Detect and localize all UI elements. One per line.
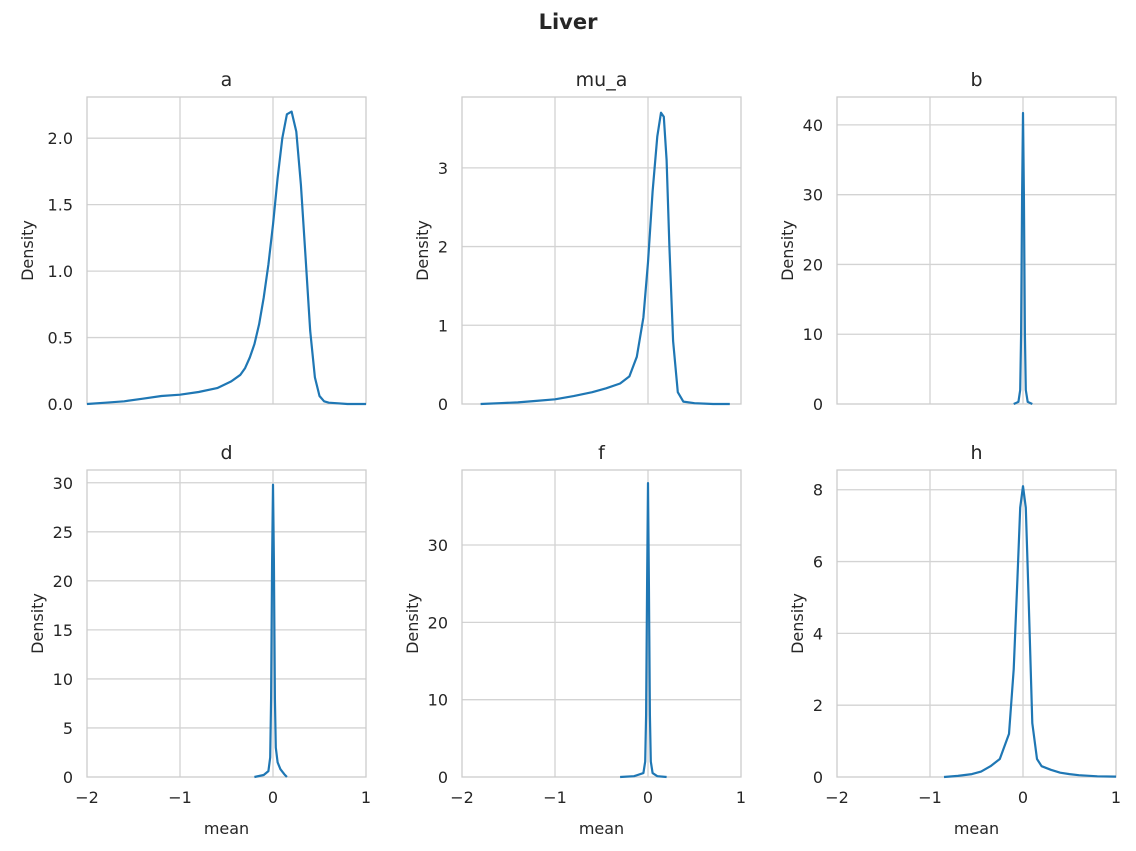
y-axis-label: Density [788, 593, 807, 654]
y-tick-label: 0.5 [48, 329, 73, 348]
y-axis-label: Density [28, 593, 47, 654]
x-tick-label: 0 [268, 788, 278, 807]
subplot-title: f [598, 442, 606, 464]
subplot-title: mu_a [576, 69, 628, 91]
y-axis-label: Density [778, 220, 797, 281]
figure-title: Liver [538, 10, 598, 34]
y-tick-label: 10 [428, 691, 448, 710]
y-tick-label: 0 [63, 768, 73, 787]
plot-frame [461, 469, 742, 778]
plot-frame [86, 96, 367, 405]
subplot-title: a [221, 69, 233, 91]
y-tick-label: 40 [803, 116, 823, 135]
y-tick-label: 15 [53, 621, 73, 640]
density-line-3-0 [254, 483, 288, 779]
y-tick-label: 25 [53, 523, 73, 542]
plot-frame [86, 469, 367, 778]
x-axis-label: mean [579, 819, 624, 838]
density-line-2-0 [1013, 111, 1033, 406]
y-axis-label: Density [18, 220, 37, 281]
density-line-0-0 [86, 110, 366, 406]
x-tick-label: 1 [1111, 788, 1121, 807]
y-tick-label: 2.0 [48, 129, 73, 148]
subplot-1: 0 1 2 3 mu_a Density [413, 69, 742, 414]
y-tick-label: 6 [813, 553, 823, 572]
subplot-3: 0 5 10 15 20 25 30 −2 −1 0 1 d Density mean [28, 442, 371, 838]
x-tick-label: 0 [1018, 788, 1028, 807]
y-tick-label: 0 [438, 768, 448, 787]
x-tick-label: 0 [643, 788, 653, 807]
y-tick-label: 0 [813, 768, 823, 787]
subplot-0: 0.0 0.5 1.0 1.5 2.0 a Density [18, 69, 367, 414]
y-tick-label: 1.5 [48, 196, 73, 215]
y-tick-label: 30 [428, 536, 448, 555]
x-tick-label: −1 [543, 788, 567, 807]
y-tick-label: 8 [813, 481, 823, 500]
density-line-4-0 [620, 482, 667, 779]
x-tick-label: 1 [736, 788, 746, 807]
y-axis-label: Density [403, 593, 422, 654]
x-tick-label: −1 [168, 788, 192, 807]
density-line-5-0 [943, 485, 1117, 779]
y-axis-label: Density [413, 220, 432, 281]
y-tick-label: 30 [803, 186, 823, 205]
plot-frame [836, 96, 1117, 405]
plot-frame [461, 96, 742, 405]
x-tick-label: −2 [75, 788, 99, 807]
y-tick-label: 10 [53, 670, 73, 689]
subplot-title: h [970, 442, 982, 464]
x-tick-label: −2 [450, 788, 474, 807]
y-tick-label: 0.0 [48, 395, 73, 414]
y-tick-label: 4 [813, 624, 823, 643]
y-tick-label: 2 [813, 696, 823, 715]
y-tick-label: 1 [438, 316, 448, 335]
y-tick-label: 1.0 [48, 262, 73, 281]
subplot-4: 0 10 20 30 −2 −1 0 1 f Density mean [403, 442, 746, 838]
x-axis-label: mean [954, 819, 999, 838]
subplot-2: 0 10 20 30 40 b Density [778, 69, 1117, 414]
y-tick-label: 3 [438, 159, 448, 178]
subplot-title: b [970, 69, 982, 91]
x-tick-label: −2 [825, 788, 849, 807]
subplot-title: d [220, 442, 232, 464]
x-tick-label: 1 [361, 788, 371, 807]
y-tick-label: 20 [803, 255, 823, 274]
x-axis-label: mean [204, 819, 249, 838]
subplot-5: 0 2 4 6 8 −2 −1 0 1 h Density mean [788, 442, 1121, 838]
y-tick-label: 2 [438, 238, 448, 257]
plot-frame [836, 469, 1117, 778]
y-tick-label: 0 [813, 395, 823, 414]
x-tick-label: −1 [918, 788, 942, 807]
y-tick-label: 10 [803, 325, 823, 344]
density-line-1-0 [480, 111, 730, 406]
y-tick-label: 20 [428, 613, 448, 632]
y-tick-label: 30 [53, 474, 73, 493]
y-tick-label: 0 [438, 395, 448, 414]
y-tick-label: 20 [53, 572, 73, 591]
y-tick-label: 5 [63, 719, 73, 738]
